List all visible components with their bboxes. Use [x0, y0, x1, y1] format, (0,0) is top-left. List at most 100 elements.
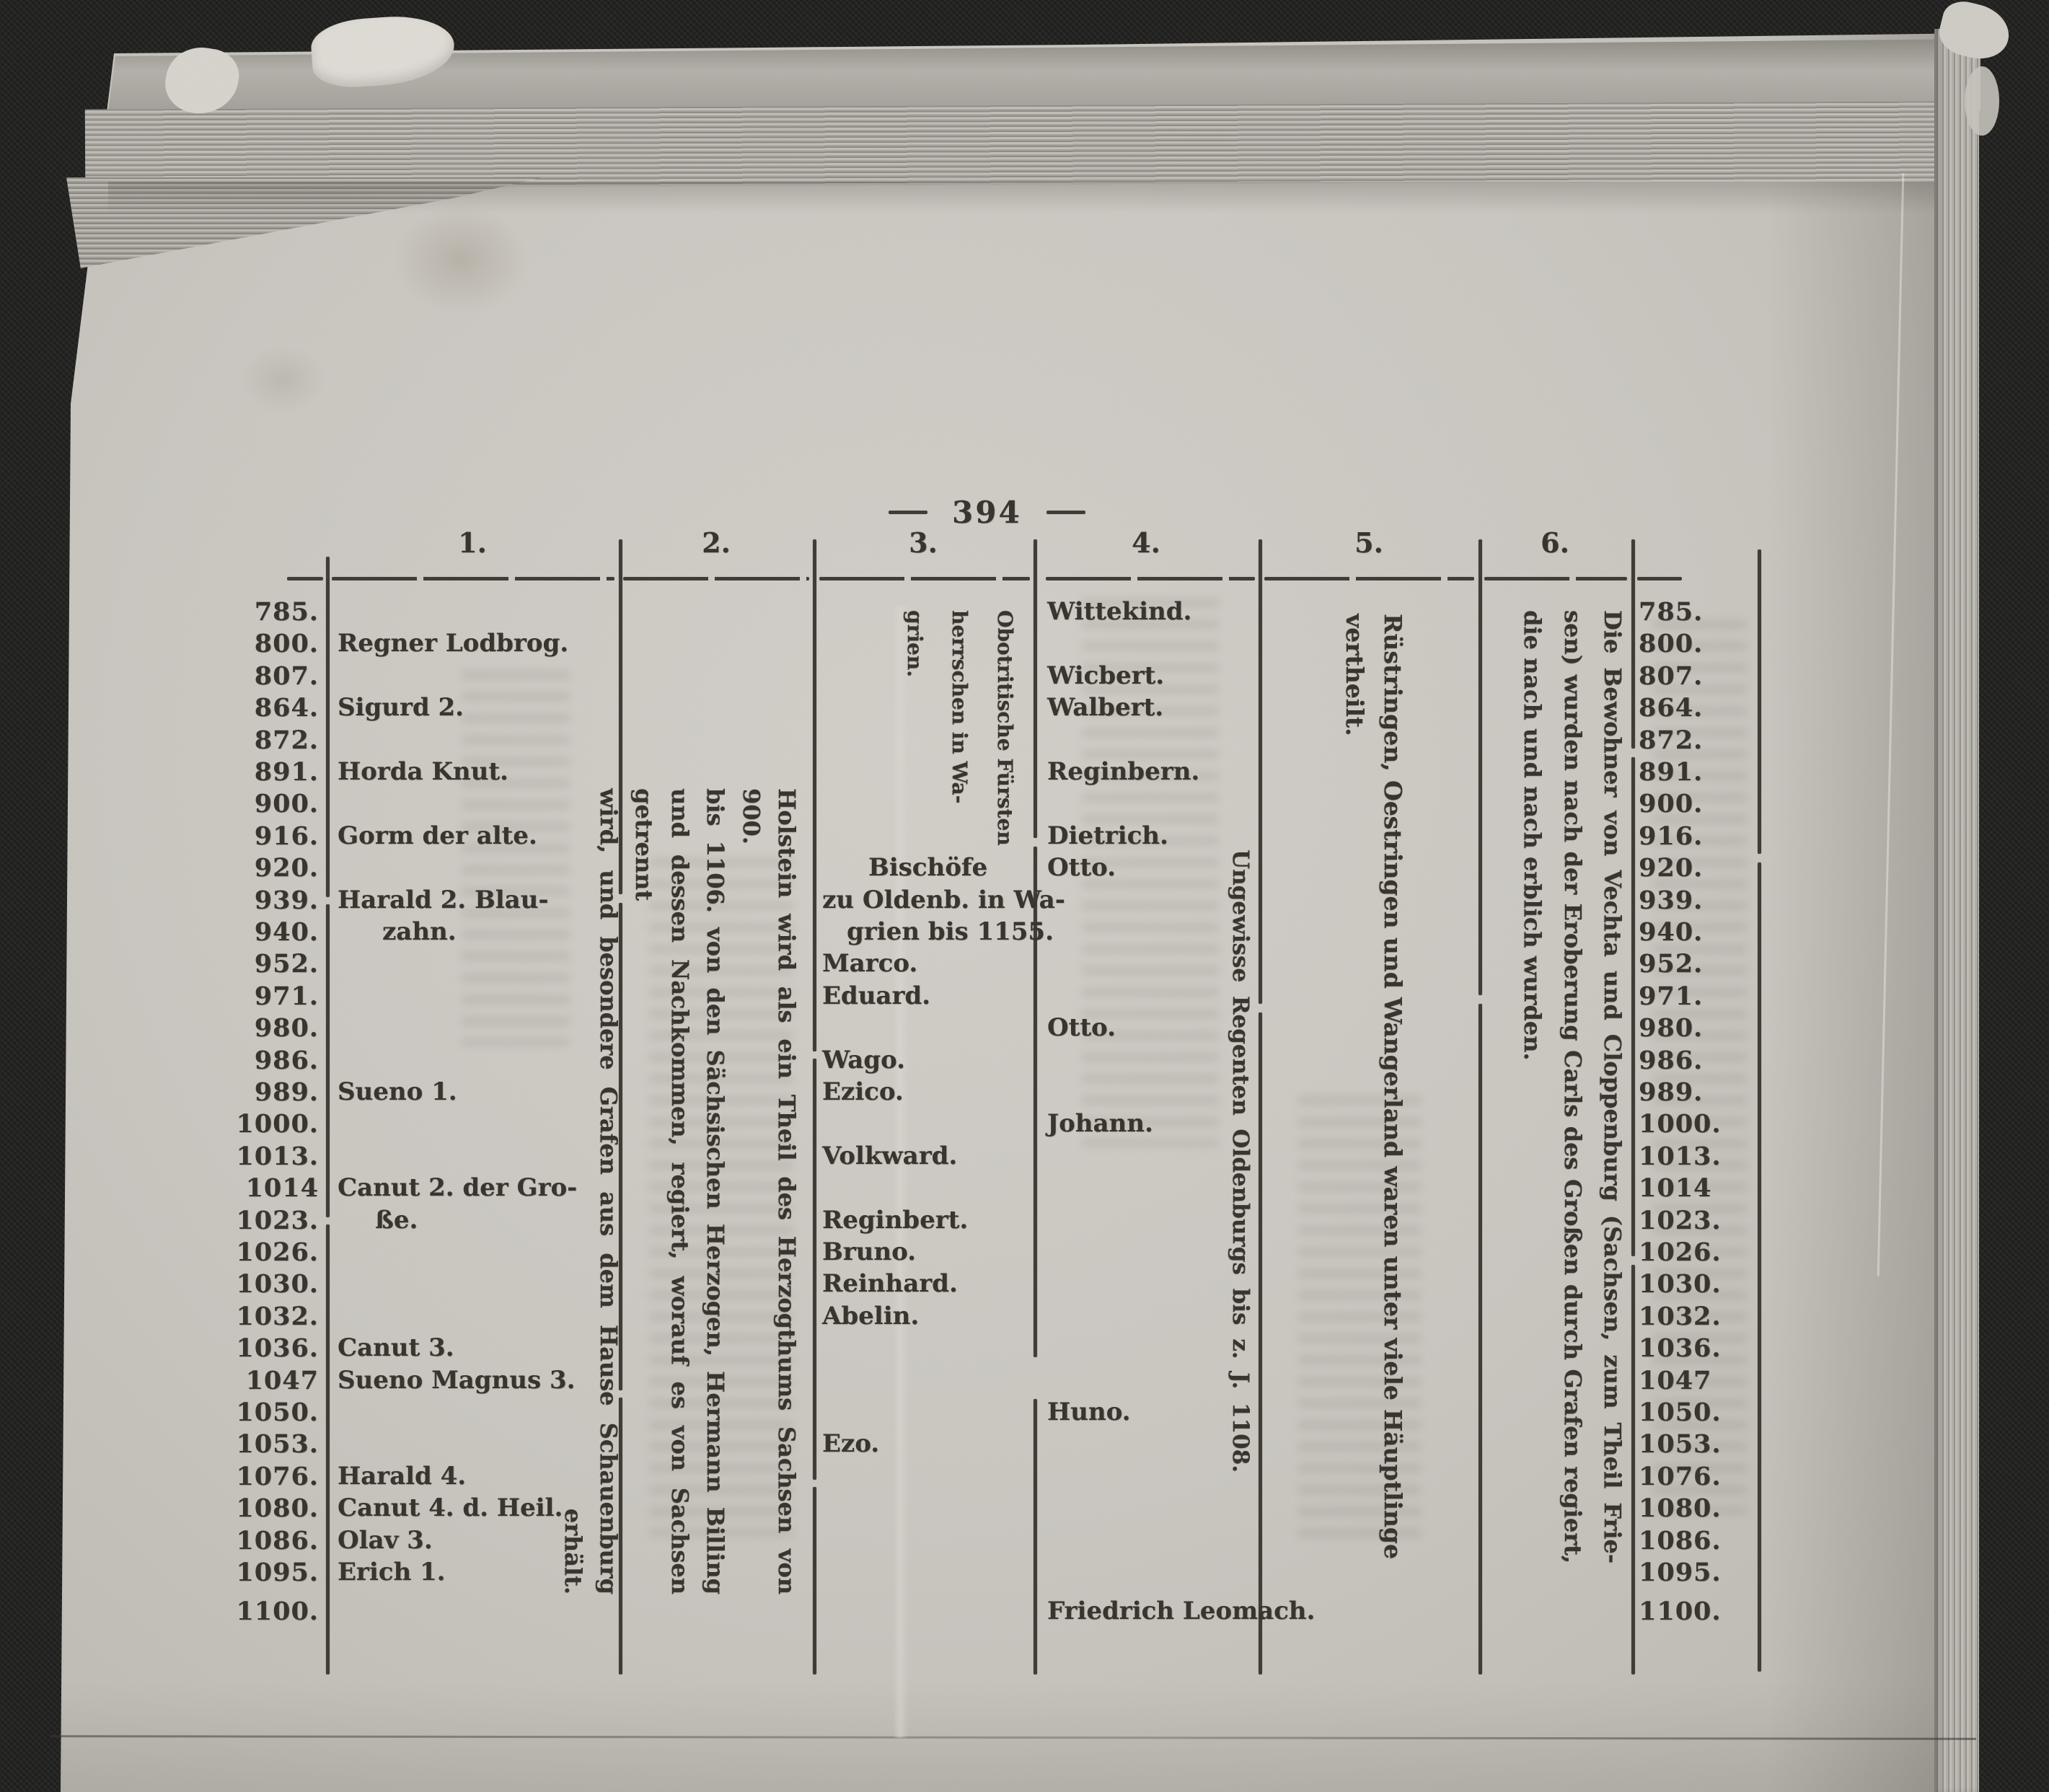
rule-vertical: [326, 904, 330, 1217]
year-cell-left: 989.: [254, 1077, 319, 1107]
rotated-line: Obotritische Fürsten: [993, 610, 1017, 846]
column-header: 1.: [458, 526, 487, 559]
torn-paper-patch: [1965, 66, 1999, 136]
year-cell-right: 807.: [1639, 661, 1704, 691]
year-cell-left: 940.: [254, 917, 319, 947]
year-cell-left: 1053.: [236, 1429, 319, 1460]
rotated-line: Ungewisse Regenten Oldenburgs bis z. J. …: [1228, 849, 1253, 1473]
table-entry-col1: Sigurd 2.: [338, 693, 464, 723]
year-cell-left: 1013.: [236, 1141, 319, 1171]
rotated-line: erhält.: [559, 1508, 587, 1594]
year-cell-left: 891.: [254, 757, 319, 787]
year-cell-left: 872.: [254, 725, 319, 755]
page-number-value: 394: [952, 495, 1022, 530]
year-cell-left: 1000.: [236, 1109, 319, 1139]
table-entry-col1: Erich 1.: [338, 1558, 446, 1586]
year-cell-right: 1014: [1639, 1173, 1712, 1204]
year-cell-right: 940.: [1639, 917, 1704, 947]
page-stack-right-edge: [1934, 29, 1979, 1792]
rule-vertical: [326, 1224, 330, 1674]
rule-vertical: [326, 557, 330, 897]
rule-horizontal: [1484, 577, 1627, 581]
table-entry-col1: Canut 3.: [338, 1333, 454, 1363]
year-cell-left: 1050.: [236, 1398, 319, 1427]
rule-horizontal: [287, 577, 323, 581]
year-cell-right: 939.: [1639, 885, 1704, 915]
year-cell-left: 1014: [245, 1173, 319, 1204]
rotated-line: wird, und besondere Grafen aus dem Hause…: [594, 788, 622, 1594]
table-entry-col1: Sueno Magnus 3.: [338, 1365, 576, 1395]
table-entry-col3: Abelin.: [822, 1301, 920, 1330]
year-cell-right: 989.: [1639, 1077, 1704, 1107]
year-cell-right: 900.: [1639, 789, 1704, 819]
rotated-line: bis 1106. von den Sächsischen Herzogen, …: [702, 788, 730, 1594]
year-cell-right: 1032.: [1639, 1301, 1722, 1331]
table-entry-col4: Johann.: [1047, 1109, 1153, 1139]
page-number: 394: [889, 495, 1085, 530]
table-entry-col4: Walbert.: [1047, 693, 1164, 723]
rule-vertical: [1259, 539, 1262, 1004]
table-entry-col4: Wicbert.: [1047, 661, 1165, 690]
year-cell-left: 980.: [254, 1013, 319, 1043]
rotated-note-text: Obotritische Fürsten herrschen in Wa-grie…: [891, 610, 1027, 846]
year-cell-right: 952.: [1639, 949, 1704, 979]
rule-vertical: [813, 539, 816, 1051]
rule-horizontal: [1046, 577, 1255, 581]
column-header: 3.: [909, 526, 938, 559]
table-entry-col1: Harald 4.: [338, 1461, 467, 1491]
year-cell-right: 1023.: [1639, 1205, 1722, 1235]
rule-vertical: [1034, 539, 1037, 838]
rotated-note-text: Rüstringen, Oestringen und Wangerland wa…: [1336, 614, 1412, 1559]
page-top-shadow: [108, 182, 1978, 213]
table-entry-col3: Wago.: [822, 1045, 905, 1074]
rule-horizontal: [1637, 577, 1682, 581]
year-cell-left: 864.: [254, 693, 319, 723]
table-entry-col3: Ezo.: [822, 1429, 880, 1459]
year-cell-right: 1053.: [1639, 1429, 1722, 1460]
table-entry-col3: Reginbert.: [822, 1205, 969, 1235]
table-entry-col1: Sueno 1.: [338, 1077, 457, 1106]
paper-stain: [392, 203, 529, 316]
table-entry-col1: Canut 2. der Gro-: [338, 1173, 578, 1203]
table-entry-col3: Volkward.: [822, 1141, 958, 1170]
rule-vertical: [813, 1487, 816, 1674]
table-entry-col4: Otto.: [1047, 853, 1116, 883]
year-cell-right: 986.: [1639, 1045, 1704, 1075]
rotated-note-text: Holstein wird als ein Theil des Herzogth…: [560, 788, 804, 1594]
column-header: 6.: [1541, 526, 1569, 559]
rotated-note-text: Ungewisse Regenten Oldenburgs bis z. J. …: [1224, 849, 1257, 1473]
year-cell-left: 952.: [254, 949, 319, 979]
year-cell-right: 872.: [1639, 725, 1704, 755]
rule-vertical: [813, 1059, 816, 1480]
rule-vertical: [1479, 539, 1482, 995]
page-number-rule-right: [1046, 511, 1085, 514]
year-cell-right: 1095.: [1639, 1558, 1722, 1587]
table-entry-col1: Harald 2. Blau-: [338, 885, 549, 914]
table-entry-col3: Ezico.: [822, 1077, 904, 1106]
table-entry-col4: Huno.: [1047, 1398, 1131, 1426]
year-cell-left: 1023.: [236, 1205, 319, 1235]
year-cell-left: 1080.: [236, 1493, 319, 1524]
rule-horizontal: [1264, 577, 1474, 581]
table-entry-col3: Reinhard.: [822, 1269, 958, 1299]
rotated-line: Rüstringen, Oestringen und Wangerland wa…: [1379, 614, 1407, 1559]
year-cell-right: 1030.: [1639, 1269, 1722, 1299]
year-cell-left: 916.: [254, 821, 319, 851]
table-entry-col1: Gorm der alte.: [338, 821, 537, 850]
bleed-through-ghost: [462, 671, 570, 1046]
year-cell-left: 1032.: [236, 1301, 319, 1331]
year-cell-right: 1000.: [1639, 1109, 1722, 1139]
table-entry-col1: Olav 3.: [338, 1525, 433, 1555]
year-cell-right: 980.: [1639, 1013, 1704, 1043]
paper-stain: [239, 345, 326, 414]
table-entry-col1: ße.: [375, 1205, 418, 1235]
year-cell-left: 1026.: [236, 1237, 319, 1267]
year-cell-left: 1036.: [236, 1333, 319, 1364]
year-cell-right: 1076.: [1639, 1461, 1722, 1491]
table-entry-col1: Regner Lodbrog.: [338, 629, 569, 658]
year-cell-left: 1047: [245, 1365, 319, 1395]
table-entry-col3: Bruno.: [822, 1237, 917, 1266]
rule-vertical: [1479, 1004, 1482, 1674]
rotated-line: herrschen in Wa-: [948, 610, 972, 804]
year-cell-left: 1100.: [236, 1597, 319, 1627]
